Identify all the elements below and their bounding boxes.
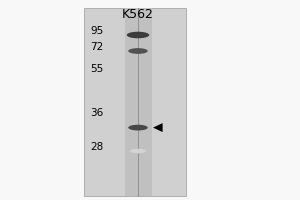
Text: 28: 28 (90, 142, 104, 152)
Bar (84, 8, 186, 196)
Ellipse shape (128, 125, 148, 130)
Bar (124, 8, 152, 196)
Ellipse shape (128, 48, 148, 54)
Polygon shape (153, 123, 163, 132)
Ellipse shape (130, 149, 146, 153)
Ellipse shape (127, 32, 149, 38)
Text: 72: 72 (90, 42, 104, 52)
Text: 36: 36 (90, 108, 104, 118)
Text: 95: 95 (90, 26, 104, 36)
Text: 55: 55 (90, 64, 104, 74)
Text: K562: K562 (122, 8, 154, 21)
